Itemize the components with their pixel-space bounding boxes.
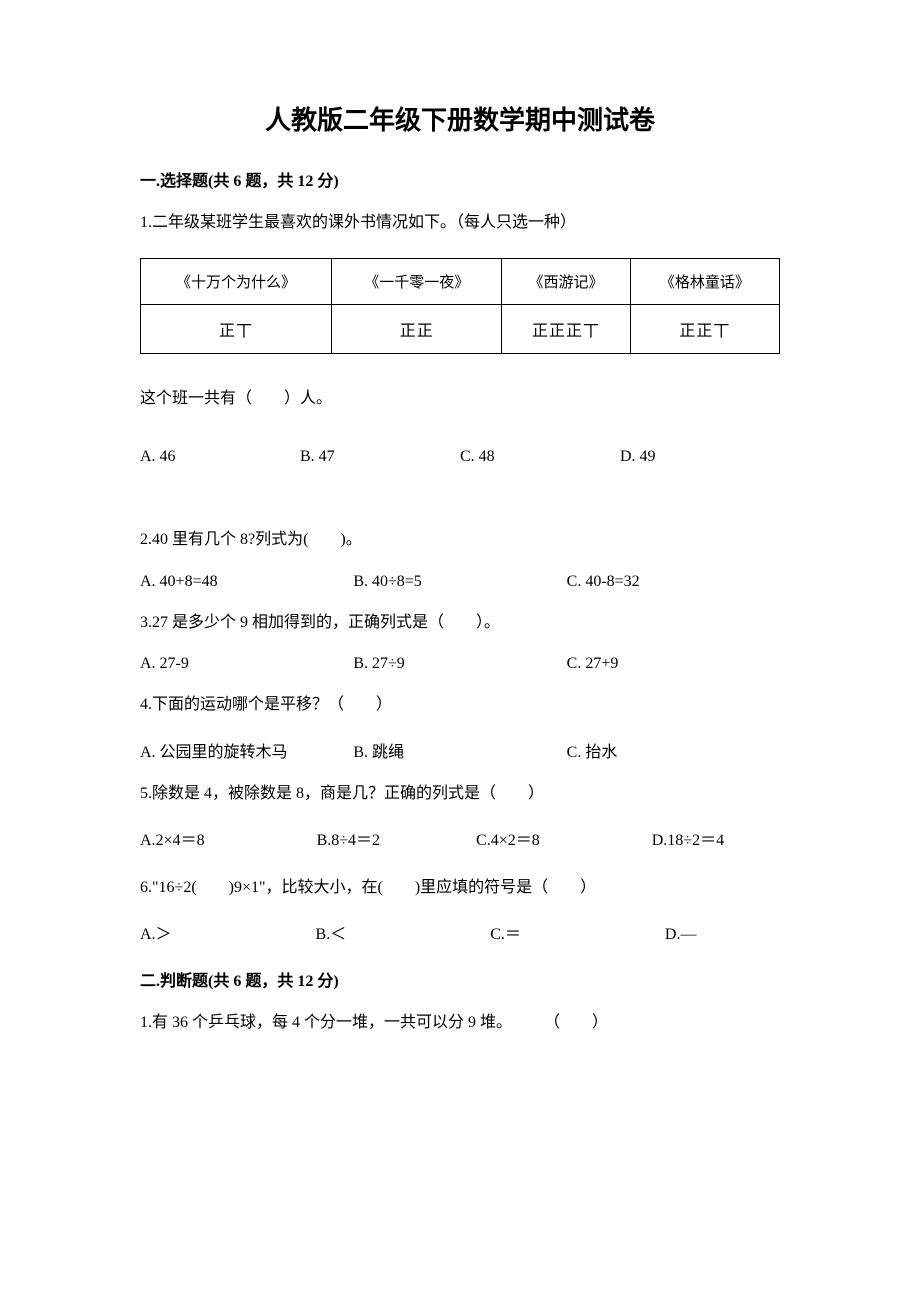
section2-question-1: 1.有 36 个乒乓球，每 4 个分一堆，一共可以分 9 堆。 （ ） bbox=[140, 1009, 780, 1038]
question-1-table: 《十万个为什么》 《一千零一夜》 《西游记》 《格林童话》 正丅 正正 正正正丅… bbox=[140, 258, 780, 354]
option-b: B. 47 bbox=[300, 448, 460, 466]
question-4-options: A. 公园里的旋转木马 B. 跳绳 C. 抬水 bbox=[140, 738, 780, 762]
option-b: B. 27÷9 bbox=[353, 655, 566, 673]
section-1-header: 一.选择题(共 6 题，共 12 分) bbox=[140, 167, 780, 191]
question-2-options: A. 40+8=48 B. 40÷8=5 C. 40-8=32 bbox=[140, 573, 780, 591]
option-a: A. 27-9 bbox=[140, 655, 353, 673]
question-6-text: 6."16÷2( )9×1"，比较大小，在( )里应填的符号是（ ） bbox=[140, 874, 780, 903]
question-2-text: 2.40 里有几个 8?列式为( )。 bbox=[140, 526, 780, 555]
table-header-cell: 《十万个为什么》 bbox=[141, 258, 332, 304]
question-3-options: A. 27-9 B. 27÷9 C. 27+9 bbox=[140, 655, 780, 673]
option-b: B. 40÷8=5 bbox=[353, 573, 566, 591]
table-header-cell: 《一千零一夜》 bbox=[332, 258, 502, 304]
question-5-text: 5.除数是 4，被除数是 8，商是几？正确的列式是（ ） bbox=[140, 780, 780, 809]
option-c: C. 27+9 bbox=[567, 655, 780, 673]
question-6-options: A.＞ B.＜ C.＝ D.— bbox=[140, 921, 780, 950]
question-3-text: 3.27 是多少个 9 相加得到的，正确列式是（ ）。 bbox=[140, 609, 780, 638]
option-b: B. 跳绳 bbox=[353, 738, 566, 762]
tally-cell: 正正正丅 bbox=[502, 304, 630, 353]
table-header-cell: 《西游记》 bbox=[502, 258, 630, 304]
tally-cell: 正丅 bbox=[141, 304, 332, 353]
option-d: D. 49 bbox=[620, 448, 780, 466]
option-c: C. 40-8=32 bbox=[567, 573, 780, 591]
option-a: A. 公园里的旋转木马 bbox=[140, 738, 353, 762]
question-1-sub: 这个班一共有（ ）人。 bbox=[140, 384, 780, 408]
table-row: 正丅 正正 正正正丅 正正丅 bbox=[141, 304, 780, 353]
tally-cell: 正正丅 bbox=[630, 304, 779, 353]
question-4-text: 4.下面的运动哪个是平移？（ ） bbox=[140, 691, 780, 720]
question-1-text: 1.二年级某班学生最喜欢的课外书情况如下。（每人只选一种） bbox=[140, 209, 780, 238]
option-c: C. 抬水 bbox=[567, 738, 780, 762]
table-header-cell: 《格林童话》 bbox=[630, 258, 779, 304]
table-row: 《十万个为什么》 《一千零一夜》 《西游记》 《格林童话》 bbox=[141, 258, 780, 304]
option-c: C. 48 bbox=[460, 448, 620, 466]
document-title: 人教版二年级下册数学期中测试卷 bbox=[140, 100, 780, 137]
tally-cell: 正正 bbox=[332, 304, 502, 353]
question-5-options: A.2×4＝8 B.8÷4＝2 C.4×2＝8 D.18÷2＝4 bbox=[140, 827, 780, 856]
option-a: A. 46 bbox=[140, 448, 300, 466]
section-2-header: 二.判断题(共 6 题，共 12 分) bbox=[140, 967, 780, 991]
question-1-options: A. 46 B. 47 C. 48 D. 49 bbox=[140, 448, 780, 466]
option-a: A. 40+8=48 bbox=[140, 573, 353, 591]
